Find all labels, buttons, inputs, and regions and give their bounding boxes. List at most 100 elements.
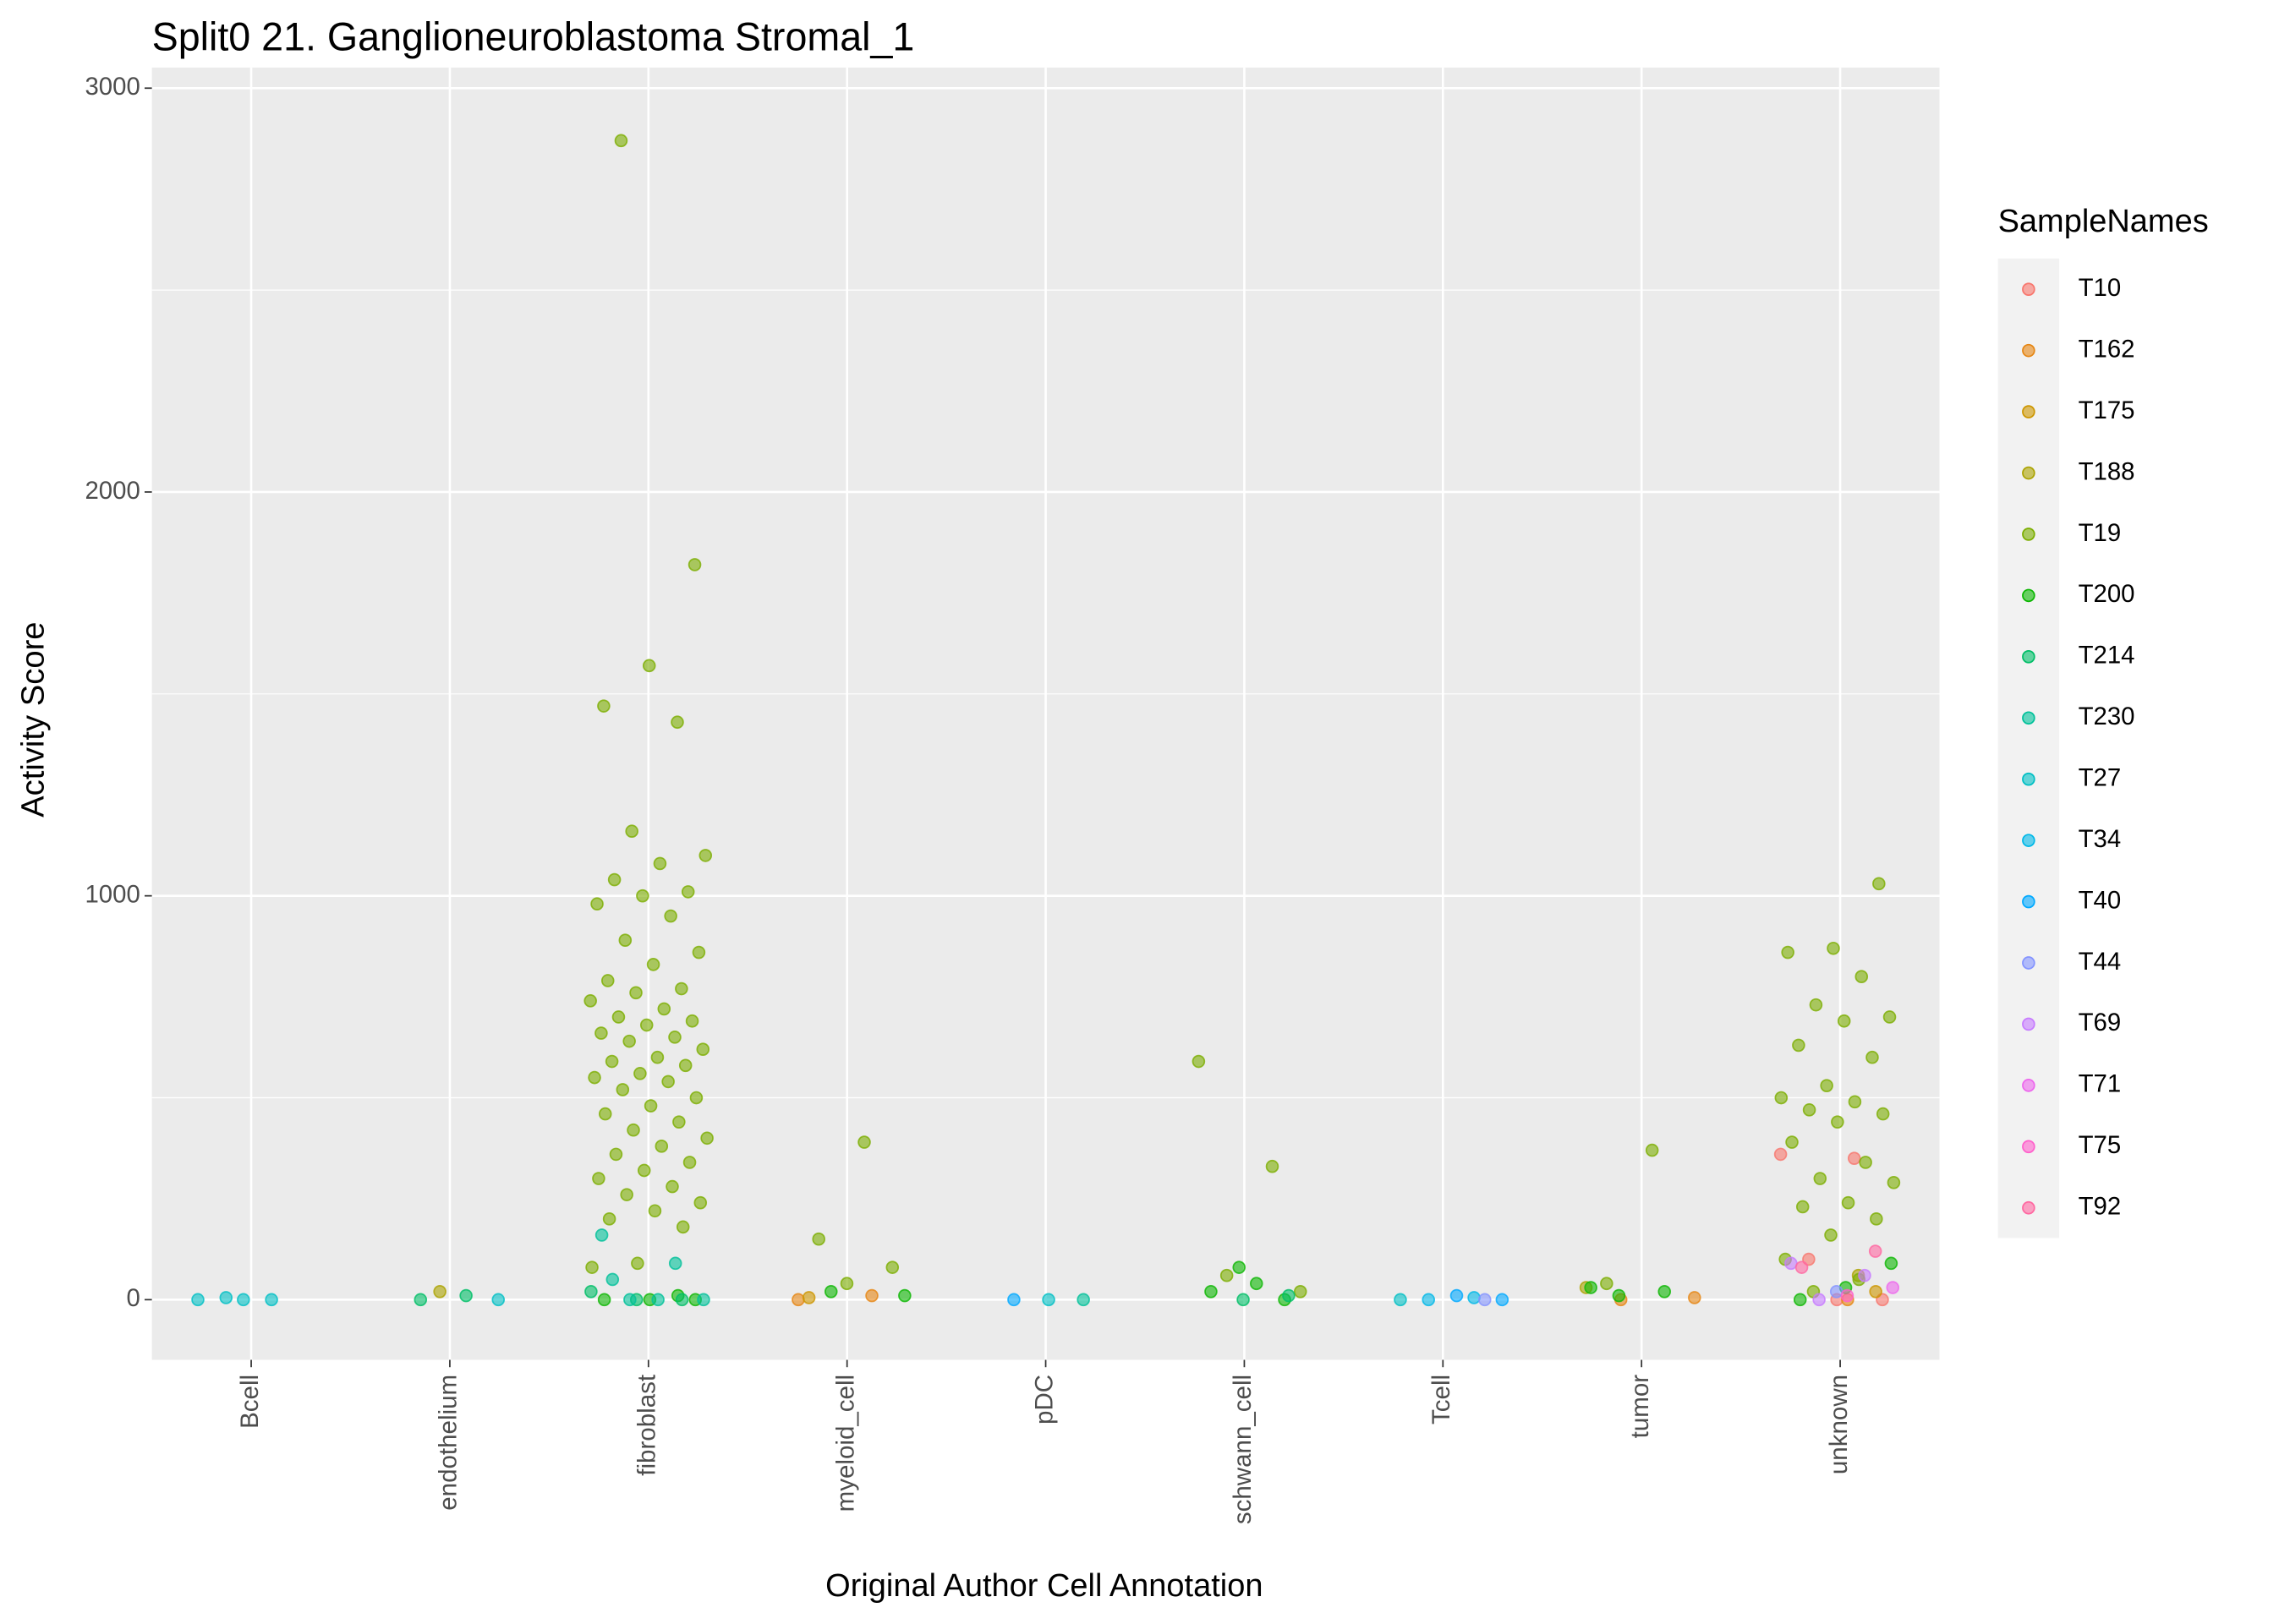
point: [668, 1031, 682, 1044]
point: [585, 1260, 599, 1274]
point: [636, 889, 649, 903]
point: [646, 958, 660, 971]
y-tick-label: 3000: [85, 73, 140, 101]
y-tick-label: 0: [126, 1284, 140, 1312]
legend-label: T69: [2079, 1009, 2122, 1036]
point: [1868, 1244, 1882, 1258]
point: [237, 1293, 250, 1307]
point: [598, 1107, 612, 1121]
point: [672, 1115, 686, 1129]
legend-label: T44: [2079, 948, 2122, 976]
point: [1809, 998, 1823, 1012]
point: [459, 1288, 473, 1303]
point: [857, 1135, 871, 1149]
point: [1657, 1284, 1672, 1299]
x-axis-title: Original Author Cell Annotation: [825, 1568, 1263, 1604]
point: [583, 994, 597, 1008]
point: [1869, 1284, 1882, 1299]
point: [1293, 1284, 1307, 1299]
point: [1872, 877, 1886, 891]
legend-label: T19: [2079, 519, 2122, 547]
point: [1793, 1293, 1807, 1307]
point: [644, 1099, 658, 1113]
point: [633, 1067, 647, 1080]
point: [1042, 1293, 1055, 1307]
y-tick-label: 2000: [85, 477, 140, 505]
point: [676, 1220, 690, 1234]
point: [1827, 941, 1840, 955]
point: [666, 1179, 679, 1194]
point: [675, 1293, 689, 1307]
point: [609, 1147, 623, 1162]
point: [622, 1034, 636, 1048]
point: [1449, 1288, 1464, 1303]
point: [696, 1042, 710, 1057]
point: [584, 1284, 598, 1299]
point: [1795, 1200, 1810, 1214]
point: [607, 872, 622, 887]
point: [648, 1204, 662, 1218]
point: [1865, 1050, 1879, 1064]
point: [688, 558, 702, 571]
x-tick-label: unknown: [1825, 1375, 1853, 1474]
legend-key: [2022, 1200, 2035, 1215]
point: [657, 1002, 671, 1016]
x-tick-label: tumor: [1626, 1375, 1654, 1439]
point: [592, 1172, 605, 1185]
x-tick-label: endothelium: [435, 1375, 463, 1511]
point: [1645, 1143, 1659, 1157]
point: [689, 1091, 704, 1105]
point: [1794, 1260, 1809, 1274]
y-tick-label: 1000: [85, 880, 140, 908]
point: [1829, 1284, 1844, 1299]
point: [1870, 1212, 1883, 1226]
point: [614, 134, 628, 148]
point: [414, 1293, 428, 1307]
point: [590, 897, 604, 911]
point: [692, 945, 706, 960]
point: [1876, 1107, 1890, 1121]
point: [1250, 1277, 1263, 1291]
point: [865, 1288, 879, 1303]
point: [1887, 1176, 1901, 1189]
point: [611, 1010, 626, 1024]
point: [1773, 1147, 1788, 1162]
point: [637, 1163, 651, 1178]
point: [802, 1291, 816, 1304]
point: [618, 933, 633, 948]
point: [812, 1232, 825, 1246]
point: [1774, 1091, 1789, 1105]
point: [792, 1293, 805, 1307]
legend-key: [2022, 772, 2035, 786]
legend-label: T175: [2079, 396, 2135, 424]
point: [1812, 1293, 1826, 1307]
point: [616, 1083, 630, 1096]
point: [1422, 1293, 1436, 1307]
legend-label: T92: [2079, 1192, 2122, 1220]
point: [605, 1272, 620, 1287]
legend-label: T162: [2079, 335, 2135, 363]
point: [661, 1074, 675, 1089]
point: [1265, 1159, 1279, 1173]
point: [1236, 1293, 1250, 1307]
y-axis-title: Activity Score: [16, 621, 52, 817]
legend-title: SampleNames: [1998, 204, 2209, 239]
point: [1859, 1156, 1872, 1169]
point: [700, 1131, 714, 1146]
legend-label: T188: [2079, 457, 2135, 485]
point: [1478, 1293, 1492, 1307]
legend-label: T230: [2079, 703, 2135, 730]
point: [664, 909, 677, 923]
point: [693, 1195, 708, 1210]
point: [491, 1293, 506, 1307]
point: [1495, 1293, 1509, 1307]
point: [1192, 1054, 1206, 1069]
point: [620, 1188, 633, 1201]
legend-key: [2022, 343, 2035, 358]
point: [639, 1018, 654, 1032]
point: [1886, 1281, 1900, 1294]
legend-label: T27: [2079, 763, 2122, 791]
point: [631, 1256, 644, 1271]
point: [668, 1256, 682, 1271]
point: [682, 1156, 697, 1169]
